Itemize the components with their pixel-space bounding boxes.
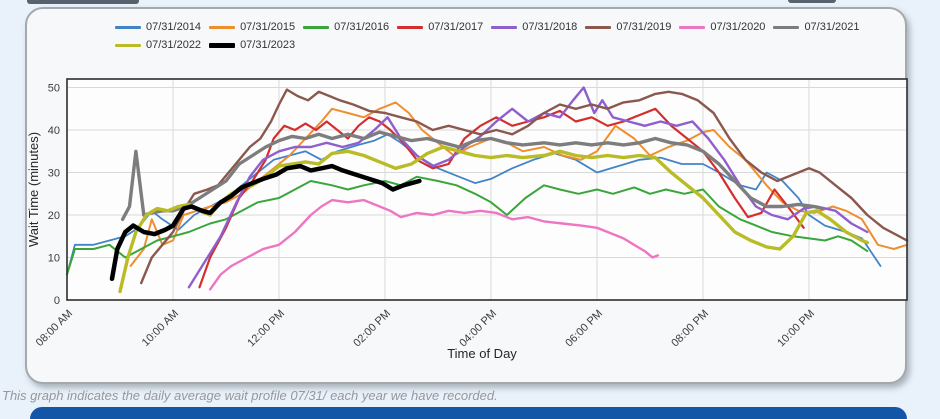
x-tick-label: 08:00 PM [669, 308, 711, 350]
legend-line-swatch [585, 25, 612, 29]
legend-line-swatch [115, 43, 141, 47]
legend-label: 07/31/2020 [710, 21, 766, 33]
legend-item-07-31-2018[interactable]: 07/31/2018 [491, 21, 577, 33]
legend-line-swatch [115, 25, 141, 29]
legend-line-swatch [303, 25, 330, 29]
legend-item-07-31-2023[interactable]: 07/31/2023 [209, 39, 295, 51]
top-bar-remnant-left [27, 0, 139, 4]
legend-item-07-31-2019[interactable]: 07/31/2019 [585, 21, 671, 33]
legend-item-07-31-2015[interactable]: 07/31/2015 [209, 21, 295, 33]
next-section-panel [30, 407, 907, 419]
y-axis-title: Wait Time (minutes) [27, 132, 41, 247]
legend-label: 07/31/2014 [146, 21, 202, 33]
legend-label: 07/31/2019 [616, 21, 672, 33]
y-tick-label: 20 [48, 210, 60, 222]
x-tick-label: 06:00 PM [563, 308, 605, 350]
y-tick-label: 0 [54, 295, 60, 307]
y-tick-label: 50 [48, 83, 60, 95]
legend-item-07-31-2016[interactable]: 07/31/2016 [303, 21, 389, 33]
legend-label: 07/31/2023 [240, 39, 296, 51]
x-tick-label: 10:00 AM [140, 308, 181, 349]
legend-line-swatch [397, 25, 424, 29]
legend-label: 07/31/2018 [522, 21, 578, 33]
chart-svg: 0 10 20 30 40 50 08:00 AM 10:00 AM 12:00 PM 02:00… [27, 78, 909, 361]
legend-line-swatch [773, 25, 800, 29]
x-tick-label: 12:00 PM [245, 308, 287, 350]
top-bar-remnant-right [788, 0, 836, 3]
legend-line-swatch [209, 42, 236, 48]
x-tick-label: 04:00 PM [457, 308, 499, 350]
legend-item-07-31-2022[interactable]: 07/31/2022 [115, 39, 201, 51]
legend-item-07-31-2014[interactable]: 07/31/2014 [115, 21, 201, 33]
legend-item-07-31-2021[interactable]: 07/31/2021 [773, 21, 860, 33]
x-tick-label: 10:00 PM [775, 308, 817, 350]
legend-label: 07/31/2022 [146, 39, 202, 51]
legend-line-swatch [209, 25, 236, 29]
legend-line-swatch [679, 25, 706, 29]
legend-label: 07/31/2015 [240, 21, 296, 33]
y-tick-label: 40 [48, 125, 60, 137]
legend-line-swatch [491, 25, 518, 29]
x-tick-label: 08:00 AM [34, 308, 75, 349]
legend-label: 07/31/2021 [804, 21, 860, 33]
legend: 07/31/2014 07/31/2015 07/31/2016 07/31/2017… [27, 21, 899, 51]
wait-time-chart-card: 07/31/2014 07/31/2015 07/31/2016 07/31/2017… [25, 7, 909, 384]
legend-label: 07/31/2016 [334, 21, 390, 33]
legend-item-07-31-2020[interactable]: 07/31/2020 [679, 21, 765, 33]
chart-description: This graph indicates the daily average w… [2, 388, 498, 403]
y-tick-label: 10 [48, 253, 60, 265]
legend-item-07-31-2017[interactable]: 07/31/2017 [397, 21, 483, 33]
x-tick-label: 02:00 PM [351, 308, 393, 350]
x-axis-title: Time of Day [447, 346, 517, 361]
y-tick-label: 30 [48, 168, 60, 180]
legend-label: 07/31/2017 [428, 21, 484, 33]
